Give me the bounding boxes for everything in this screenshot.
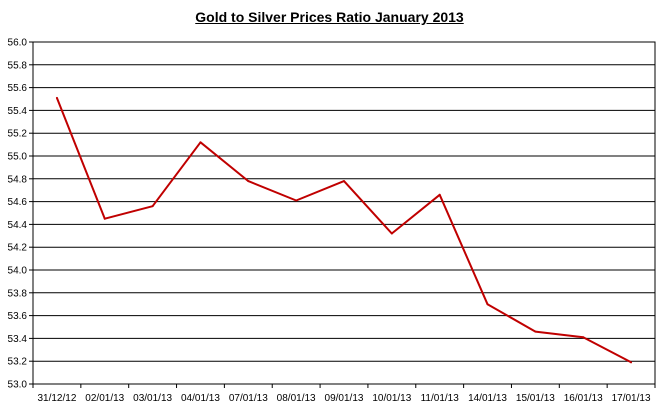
axes	[29, 41, 656, 388]
y-tick-label: 55.6	[8, 83, 28, 94]
x-tick-label: 03/01/13	[133, 393, 172, 404]
y-tick-label: 53.8	[8, 288, 28, 299]
series-ratio	[55, 96, 633, 364]
data-point	[486, 303, 489, 306]
y-tick-label: 54.0	[8, 266, 28, 277]
data-point	[534, 330, 537, 333]
y-tick-label: 53.4	[8, 334, 28, 345]
y-tick-label: 53.6	[8, 311, 28, 322]
data-point	[630, 361, 633, 364]
y-tick-label: 54.4	[8, 220, 28, 231]
y-tick-labels: 53.0 53.2 53.4 53.6 53.8 54.0 54.2 54.4 54.6 54.8…	[8, 38, 28, 391]
data-point	[55, 96, 58, 99]
y-tick-label: 55.4	[8, 106, 28, 117]
series-line	[55, 97, 632, 364]
x-tick-label: 04/01/13	[181, 393, 220, 404]
chart-title: Gold to Silver Prices Ratio January 2013	[195, 9, 464, 25]
plot-frame	[32, 41, 656, 385]
x-tick-label: 08/01/13	[277, 393, 316, 404]
x-tick-label: 07/01/13	[229, 393, 268, 404]
y-tick-label: 53.0	[8, 380, 28, 391]
x-tick-label: 16/01/13	[564, 393, 603, 404]
x-tick-label: 31/12/12	[37, 393, 76, 404]
data-point	[151, 205, 154, 208]
x-tick-label: 10/01/13	[372, 393, 411, 404]
data-point	[582, 336, 585, 339]
data-point	[103, 217, 106, 220]
x-tick-label: 14/01/13	[468, 393, 507, 404]
data-point	[390, 232, 393, 235]
y-tick-label: 54.8	[8, 174, 28, 185]
x-tick-label: 17/01/13	[612, 393, 651, 404]
x-tick-label: 09/01/13	[325, 393, 364, 404]
y-tick-label: 54.2	[8, 243, 28, 254]
x-tick-labels: 31/12/12 02/01/13 03/01/13 04/01/13 07/01/13…	[37, 393, 651, 404]
data-point	[247, 180, 250, 183]
y-tick-label: 55.0	[8, 152, 28, 163]
data-point	[199, 141, 202, 144]
data-point	[343, 180, 345, 183]
x-tick-label: 11/01/13	[421, 393, 460, 404]
y-tick-label: 56.0	[8, 38, 28, 49]
y-tick-label: 55.8	[8, 60, 28, 71]
x-tick-label: 02/01/13	[85, 393, 124, 404]
data-point	[438, 193, 441, 196]
x-tick-label: 15/01/13	[516, 393, 555, 404]
y-tick-label: 55.2	[8, 129, 28, 140]
y-tick-label: 53.2	[8, 357, 28, 368]
y-tick-label: 54.6	[8, 197, 28, 208]
data-point	[295, 199, 298, 202]
